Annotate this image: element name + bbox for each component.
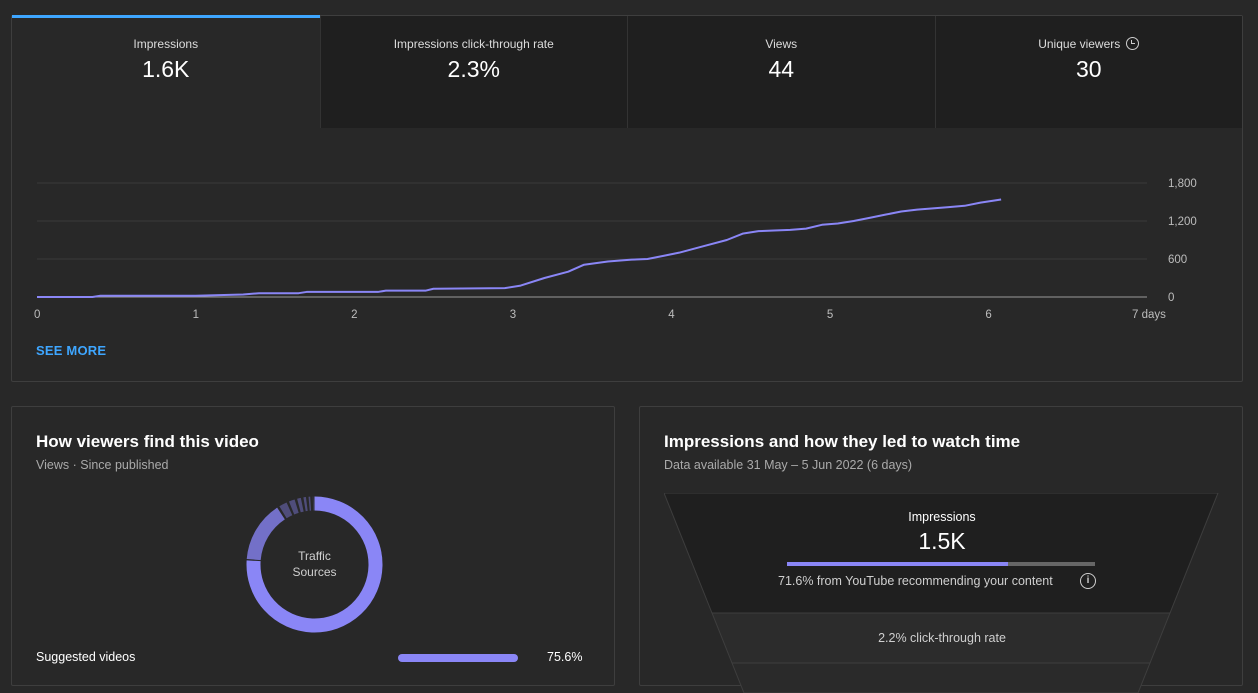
donut-label-line1: Traffic bbox=[298, 549, 331, 563]
metric-label: Impressions click-through rate bbox=[321, 37, 628, 51]
traffic-source-row[interactable]: Suggested videos 75.6% bbox=[36, 650, 596, 666]
funnel-ctr-text: 2.2% click-through rate bbox=[640, 631, 1244, 645]
y-tick-label: 1,200 bbox=[1168, 216, 1197, 228]
donut-segment[interactable] bbox=[283, 509, 289, 512]
x-tick-label: 5 bbox=[827, 309, 833, 321]
traffic-sources-donut[interactable]: Traffic Sources bbox=[242, 492, 387, 637]
donut-segment[interactable] bbox=[254, 514, 281, 560]
funnel-stage-views bbox=[732, 663, 1150, 693]
x-tick-label: 0 bbox=[34, 309, 40, 321]
info-icon[interactable]: i bbox=[1080, 573, 1096, 589]
card-subtitle: Views · Since published bbox=[36, 458, 168, 472]
metric-value: 2.3% bbox=[321, 56, 628, 83]
funnel-progress-fill bbox=[787, 562, 1008, 566]
x-tick-label: 1 bbox=[193, 309, 199, 321]
tab-impressions-ctr[interactable]: Impressions click-through rate 2.3% bbox=[320, 16, 628, 128]
x-tick-label: 4 bbox=[668, 309, 675, 321]
x-tick-label: 2 bbox=[351, 309, 357, 321]
card-subtitle: Data available 31 May – 5 Jun 2022 (6 da… bbox=[664, 458, 912, 472]
tab-unique-viewers[interactable]: Unique viewers 30 bbox=[935, 16, 1243, 128]
traffic-source-bar bbox=[398, 654, 518, 662]
metric-label: Unique viewers bbox=[1038, 37, 1120, 51]
clock-icon bbox=[1126, 37, 1139, 50]
traffic-source-percent: 75.6% bbox=[547, 650, 582, 664]
metric-value: 44 bbox=[628, 56, 935, 83]
card-title: Impressions and how they led to watch ti… bbox=[664, 432, 1020, 452]
traffic-sources-card: How viewers find this video Views · Sinc… bbox=[11, 406, 615, 686]
metric-label: Impressions bbox=[12, 37, 320, 51]
series-line-impressions[interactable] bbox=[37, 199, 1001, 297]
donut-segment[interactable] bbox=[299, 505, 302, 506]
tab-impressions[interactable]: Impressions 1.6K bbox=[12, 16, 320, 128]
x-tick-label: 3 bbox=[510, 309, 516, 321]
x-tick-label: 6 bbox=[985, 309, 991, 321]
x-tick-label: 7 days bbox=[1132, 309, 1166, 321]
donut-segment[interactable] bbox=[292, 506, 297, 508]
metric-label-wrap: Unique viewers bbox=[936, 37, 1243, 51]
metric-value: 30 bbox=[936, 56, 1243, 83]
impressions-overview-card: Impressions 1.6K Impressions click-throu… bbox=[11, 15, 1243, 382]
funnel-value: 1.5K bbox=[640, 528, 1244, 555]
impressions-funnel-card: Impressions and how they led to watch ti… bbox=[639, 406, 1243, 686]
donut-label-line2: Sources bbox=[292, 565, 336, 579]
metric-tabs: Impressions 1.6K Impressions click-throu… bbox=[12, 16, 1242, 128]
card-title: How viewers find this video bbox=[36, 432, 259, 452]
metric-value: 1.6K bbox=[12, 56, 320, 83]
see-more-link[interactable]: SEE MORE bbox=[36, 343, 106, 358]
y-tick-label: 1,800 bbox=[1168, 178, 1197, 190]
impressions-line-chart: 0 600 1,200 1,800 0 1 2 3 4 5 6 7 days bbox=[12, 156, 1242, 346]
traffic-source-label: Suggested videos bbox=[36, 650, 135, 664]
funnel-title: Impressions bbox=[640, 510, 1244, 524]
y-tick-label: 600 bbox=[1168, 254, 1187, 266]
metric-label: Views bbox=[628, 37, 935, 51]
funnel-progress-track bbox=[787, 562, 1095, 566]
funnel-note: 71.6% from YouTube recommending your con… bbox=[778, 574, 1053, 588]
y-tick-label: 0 bbox=[1168, 292, 1174, 304]
tab-views[interactable]: Views 44 bbox=[627, 16, 935, 128]
